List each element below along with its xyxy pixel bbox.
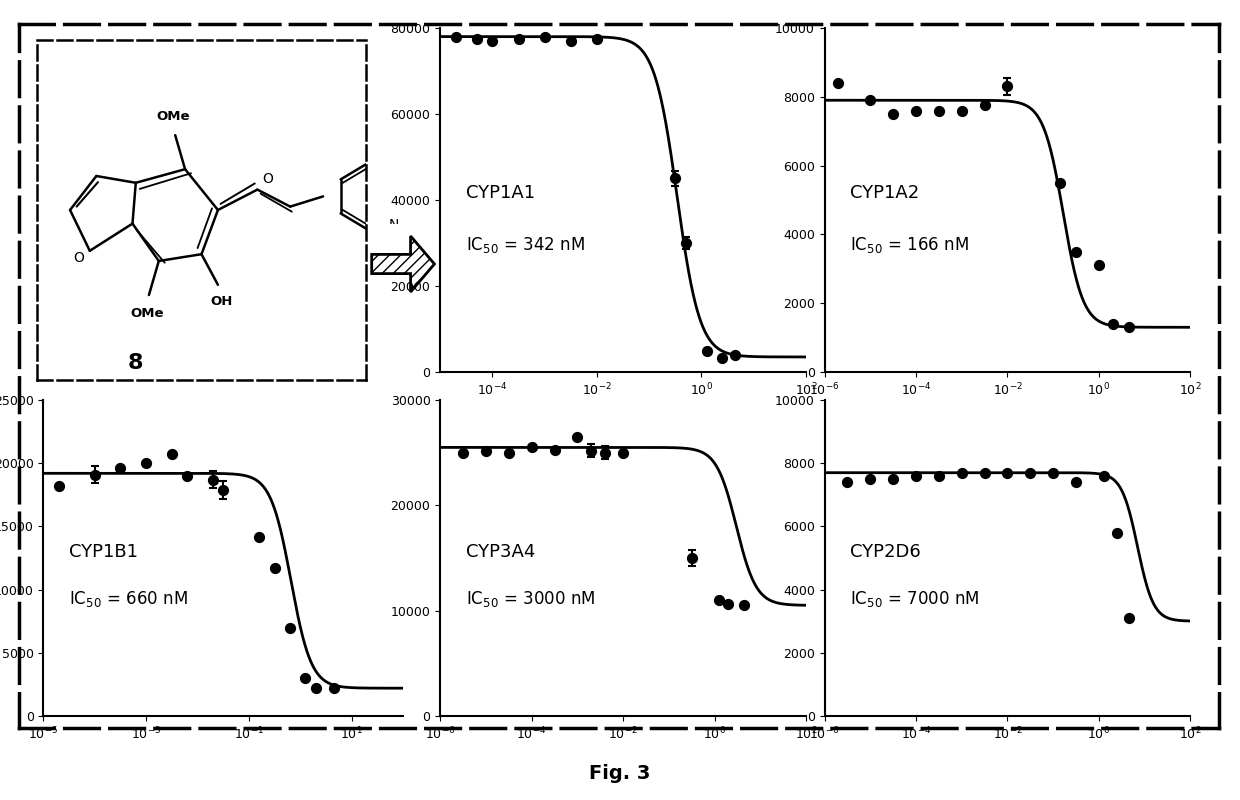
Point — [975, 466, 994, 479]
Point — [48, 479, 68, 492]
Point — [1102, 318, 1122, 330]
Point — [446, 30, 466, 43]
Point — [861, 473, 880, 486]
Point — [997, 80, 1017, 93]
Point — [929, 470, 949, 482]
Point — [453, 446, 472, 459]
Point — [136, 457, 156, 470]
Point — [1043, 466, 1063, 479]
Point — [177, 470, 197, 482]
Point — [883, 107, 903, 120]
Point — [837, 476, 857, 489]
Point — [725, 349, 745, 362]
Point — [306, 682, 326, 694]
Point — [682, 552, 702, 565]
Point — [324, 682, 343, 694]
Point — [522, 441, 542, 454]
Point — [883, 473, 903, 486]
Text: OMe: OMe — [156, 110, 190, 123]
Text: CYP1A2: CYP1A2 — [851, 184, 919, 202]
Point — [568, 430, 588, 443]
Text: IC$_{50}$ = 342 nM: IC$_{50}$ = 342 nM — [466, 234, 584, 254]
Point — [264, 562, 284, 574]
Point — [1066, 476, 1086, 489]
Point — [110, 462, 130, 474]
Point — [861, 94, 880, 106]
Point — [476, 444, 496, 457]
Text: IC$_{50}$ = 166 nM: IC$_{50}$ = 166 nM — [851, 234, 968, 254]
Point — [534, 30, 554, 43]
Point — [828, 77, 848, 90]
Polygon shape — [372, 236, 434, 292]
Point — [1107, 526, 1127, 539]
Point — [906, 470, 926, 482]
Point — [582, 444, 601, 457]
Point — [280, 621, 300, 634]
Text: CYP3A4: CYP3A4 — [466, 542, 536, 561]
Point — [666, 172, 686, 185]
Point — [1066, 245, 1086, 258]
Point — [84, 468, 104, 481]
Point — [213, 483, 233, 496]
Text: 8: 8 — [128, 353, 144, 373]
Point — [952, 466, 972, 479]
Point — [162, 448, 182, 461]
Point — [614, 446, 634, 459]
Text: IC$_{50}$ = 660 nM: IC$_{50}$ = 660 nM — [68, 589, 187, 609]
Point — [203, 474, 223, 486]
Text: IC$_{50}$ = 3000 nM: IC$_{50}$ = 3000 nM — [466, 589, 595, 609]
Text: Fig. 3: Fig. 3 — [589, 764, 651, 783]
Text: O: O — [262, 172, 273, 186]
Point — [676, 237, 696, 250]
Point — [929, 104, 949, 117]
Point — [697, 344, 717, 357]
Point — [466, 32, 486, 45]
Point — [713, 352, 733, 365]
Point — [1050, 176, 1070, 189]
Point — [975, 99, 994, 112]
Text: OH: OH — [210, 295, 232, 308]
Point — [734, 599, 754, 612]
Text: CYP2D6: CYP2D6 — [851, 542, 921, 561]
Point — [997, 466, 1017, 479]
Point — [295, 672, 315, 685]
Text: O: O — [73, 250, 84, 265]
Point — [544, 443, 564, 456]
Point — [1021, 466, 1040, 479]
Point — [952, 104, 972, 117]
Text: IC$_{50}$ = 7000 nM: IC$_{50}$ = 7000 nM — [851, 589, 980, 609]
Point — [595, 446, 615, 459]
Text: N: N — [389, 218, 399, 232]
Point — [1118, 321, 1138, 334]
Point — [498, 446, 518, 459]
Point — [906, 104, 926, 117]
Point — [1094, 470, 1114, 482]
Point — [1089, 259, 1109, 272]
Point — [709, 594, 729, 606]
Point — [508, 32, 528, 45]
Point — [560, 34, 580, 47]
Point — [587, 32, 606, 45]
Text: OMe: OMe — [130, 307, 164, 320]
Text: CYP1B1: CYP1B1 — [68, 542, 138, 561]
Point — [249, 530, 269, 543]
Point — [1118, 612, 1138, 625]
Point — [482, 34, 502, 47]
Point — [718, 598, 738, 610]
Text: CYP1A1: CYP1A1 — [466, 184, 534, 202]
